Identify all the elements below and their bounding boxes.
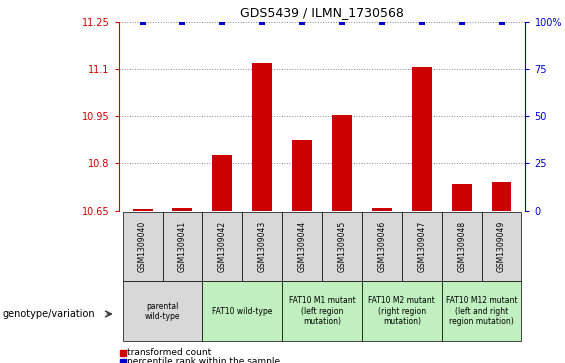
Bar — [492, 182, 511, 211]
Bar — [412, 68, 432, 211]
Bar — [362, 281, 442, 341]
Text: GSM1309047: GSM1309047 — [418, 221, 426, 273]
Bar — [133, 209, 153, 211]
Text: transformed count: transformed count — [127, 348, 211, 357]
Bar — [163, 212, 202, 281]
Bar — [123, 281, 202, 341]
Text: GSM1309042: GSM1309042 — [218, 221, 227, 272]
Bar — [292, 140, 312, 211]
Bar — [172, 208, 193, 211]
Text: FAT10 M12 mutant
(left and right
region mutation): FAT10 M12 mutant (left and right region … — [446, 296, 518, 326]
Bar — [282, 212, 322, 281]
Bar — [322, 212, 362, 281]
Text: FAT10 M2 mutant
(right region
mutation): FAT10 M2 mutant (right region mutation) — [368, 296, 435, 326]
Bar — [362, 212, 402, 281]
Bar — [481, 212, 521, 281]
Bar — [202, 212, 242, 281]
Text: GSM1309045: GSM1309045 — [337, 221, 346, 273]
Text: parental
wild-type: parental wild-type — [145, 302, 180, 321]
Text: GSM1309040: GSM1309040 — [138, 221, 147, 273]
Bar — [252, 63, 272, 211]
Title: GDS5439 / ILMN_1730568: GDS5439 / ILMN_1730568 — [240, 6, 404, 19]
Text: GSM1309048: GSM1309048 — [457, 221, 466, 272]
Bar — [242, 212, 282, 281]
Bar — [202, 281, 282, 341]
Text: GSM1309049: GSM1309049 — [497, 221, 506, 273]
Bar — [402, 212, 442, 281]
Bar — [442, 212, 481, 281]
Text: genotype/variation: genotype/variation — [3, 309, 95, 319]
Bar — [372, 208, 392, 211]
Bar — [282, 281, 362, 341]
Text: GSM1309046: GSM1309046 — [377, 221, 386, 273]
Text: FAT10 wild-type: FAT10 wild-type — [212, 307, 272, 316]
Bar — [442, 281, 521, 341]
Text: GSM1309043: GSM1309043 — [258, 221, 267, 273]
Text: GSM1309041: GSM1309041 — [178, 221, 187, 272]
Text: percentile rank within the sample: percentile rank within the sample — [127, 358, 280, 363]
Bar — [451, 184, 472, 211]
Text: FAT10 M1 mutant
(left region
mutation): FAT10 M1 mutant (left region mutation) — [289, 296, 355, 326]
Bar — [332, 115, 352, 211]
Bar — [212, 155, 232, 211]
Text: GSM1309044: GSM1309044 — [298, 221, 307, 273]
Bar — [123, 212, 163, 281]
